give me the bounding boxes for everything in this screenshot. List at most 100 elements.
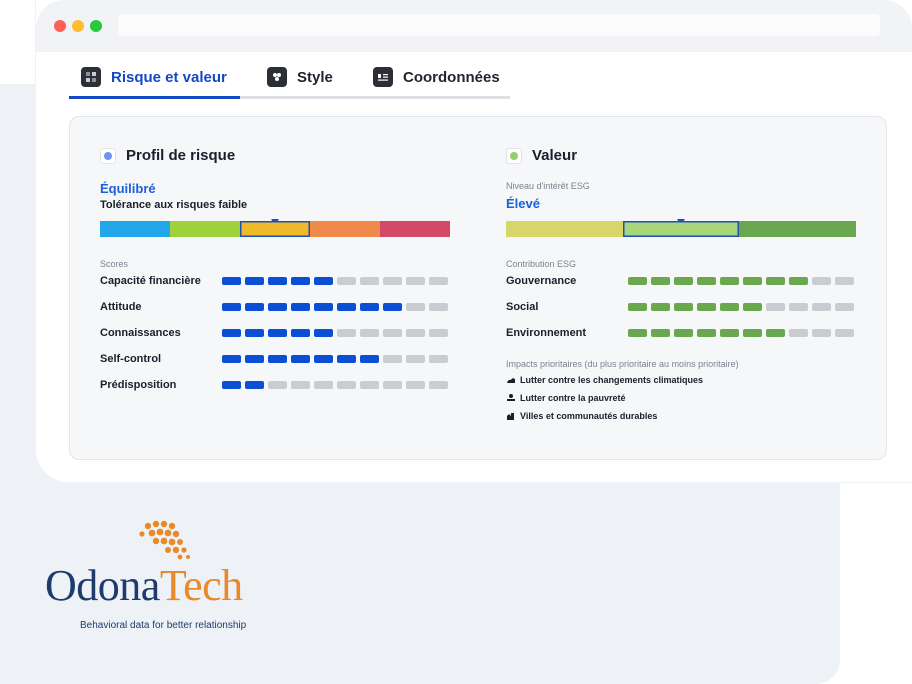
tab-style[interactable]: Style <box>267 58 333 96</box>
bar-step <box>291 303 310 311</box>
bar-step <box>314 355 333 363</box>
score-label: Connaissances <box>100 327 181 339</box>
title-bar <box>36 0 912 52</box>
score-label: Capacité financière <box>100 275 201 287</box>
tab-label: Risque et valeur <box>111 68 227 86</box>
gauge-segment <box>240 221 310 237</box>
close-window-button[interactable] <box>54 20 66 32</box>
bar-step <box>628 303 647 311</box>
bar-step <box>406 355 425 363</box>
risk-level: Équilibré <box>100 181 156 196</box>
score-label: Attitude <box>100 301 142 313</box>
bar-step <box>429 277 448 285</box>
bar-step <box>245 277 264 285</box>
risk-value-card: Profil de risque Équilibré Tolérance aux… <box>69 116 887 460</box>
score-bar <box>222 277 452 285</box>
bar-step <box>674 303 693 311</box>
esg-gauge <box>506 221 857 237</box>
bar-step <box>835 329 854 337</box>
impact-cities: Villes et communautés durables <box>506 411 657 421</box>
bar-step <box>835 277 854 285</box>
maximize-window-button[interactable] <box>90 20 102 32</box>
bar-step <box>720 303 739 311</box>
bar-step <box>337 303 356 311</box>
bar-step <box>651 329 670 337</box>
bar-step <box>766 303 785 311</box>
bar-step <box>337 329 356 337</box>
bar-step <box>406 381 425 389</box>
bar-step <box>651 277 670 285</box>
tab-bar: Risque et valeur Style Coordonnées <box>69 58 510 99</box>
bar-step <box>360 277 379 285</box>
tab-coordonnees[interactable]: Coordonnées <box>373 58 500 96</box>
bar-step <box>222 277 241 285</box>
bar-step <box>268 329 287 337</box>
bar-step <box>291 381 310 389</box>
climate-icon <box>507 378 515 383</box>
bar-step <box>429 381 448 389</box>
contribution-label: Environnement <box>506 327 587 339</box>
bar-step <box>697 277 716 285</box>
bar-step <box>743 277 762 285</box>
bar-step <box>222 355 241 363</box>
esg-level: Élevé <box>506 196 540 211</box>
bar-step <box>789 277 808 285</box>
bar-step <box>743 329 762 337</box>
bar-step <box>835 303 854 311</box>
brand-name: OdonaTech <box>45 561 243 610</box>
bar-step <box>337 355 356 363</box>
id-card-icon <box>373 67 393 87</box>
impact-poverty: Lutter contre la pauvreté <box>506 393 626 403</box>
bar-step <box>245 303 264 311</box>
bar-step <box>337 277 356 285</box>
score-bar <box>222 303 452 311</box>
gauge-segment <box>310 221 380 237</box>
bar-step <box>314 381 333 389</box>
score-bar <box>222 329 452 337</box>
tab-label: Coordonnées <box>403 68 500 86</box>
risk-profile-title: Profil de risque <box>100 147 235 164</box>
bar-step <box>291 355 310 363</box>
bar-step <box>697 303 716 311</box>
esg-contribution-label: Contribution ESG <box>506 259 577 269</box>
bar-step <box>406 277 425 285</box>
value-title: Valeur <box>506 147 577 164</box>
bar-step <box>429 303 448 311</box>
bar-step <box>314 277 333 285</box>
contribution-label: Gouvernance <box>506 275 577 287</box>
bar-step <box>429 355 448 363</box>
bar-step <box>406 303 425 311</box>
bar-step <box>360 381 379 389</box>
bar-step <box>720 329 739 337</box>
score-bar <box>222 355 452 363</box>
value-dot-icon <box>506 147 522 164</box>
bar-step <box>406 329 425 337</box>
bar-step <box>651 303 670 311</box>
address-bar[interactable] <box>118 14 880 36</box>
bar-step <box>314 303 333 311</box>
tab-risque-et-valeur[interactable]: Risque et valeur <box>81 58 227 96</box>
contribution-bar <box>628 303 858 311</box>
tab-label: Style <box>297 68 333 86</box>
bar-step <box>812 329 831 337</box>
poverty-icon <box>507 394 515 401</box>
active-tab-indicator <box>69 96 240 99</box>
minimize-window-button[interactable] <box>72 20 84 32</box>
risk-gauge <box>100 221 450 237</box>
bar-step <box>245 355 264 363</box>
bar-step <box>383 355 402 363</box>
gauge-segment <box>622 221 740 237</box>
gauge-segment <box>100 221 170 237</box>
bar-step <box>245 381 264 389</box>
bar-step <box>789 303 808 311</box>
bar-step <box>314 329 333 337</box>
contribution-bar <box>628 329 858 337</box>
bar-step <box>222 303 241 311</box>
bar-step <box>268 303 287 311</box>
scores-label: Scores <box>100 259 129 269</box>
bar-step <box>245 329 264 337</box>
bar-step <box>383 381 402 389</box>
bar-step <box>268 277 287 285</box>
score-bar <box>222 381 452 389</box>
bar-step <box>360 355 379 363</box>
